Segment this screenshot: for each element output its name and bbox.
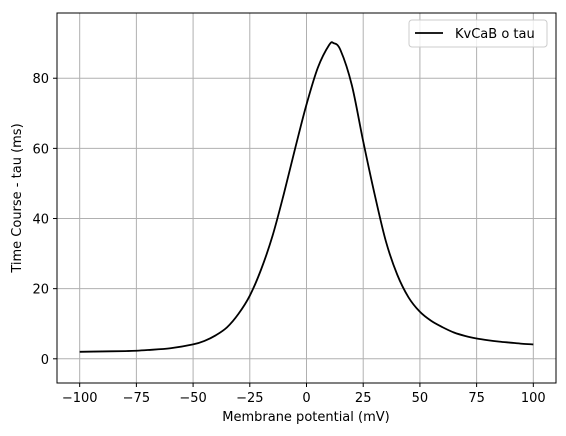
x-tick-label: −50: [179, 391, 206, 406]
legend-entry-label: KvCaB o tau: [455, 27, 535, 42]
x-tick-label: 100: [521, 391, 546, 406]
y-tick-label: 40: [32, 213, 49, 228]
grid: [57, 13, 556, 383]
y-tick-label: 0: [41, 353, 49, 368]
x-tick-label: 75: [468, 391, 485, 406]
plot-lines: [79, 41, 534, 353]
y-tick-label: 60: [32, 142, 49, 157]
x-tick-label: −25: [236, 391, 263, 406]
x-tick-label: −75: [123, 391, 150, 406]
y-tick-label: 20: [32, 283, 49, 298]
x-tick-label: 0: [302, 391, 310, 406]
x-tick-label: 25: [355, 391, 372, 406]
y-axis-label: Time Course - tau (ms): [10, 123, 25, 273]
x-tick-label: 50: [412, 391, 429, 406]
y-tick-label: 80: [32, 72, 49, 87]
x-axis-label: Membrane potential (mV): [222, 410, 389, 425]
legend: KvCaB o tau: [408, 19, 548, 48]
x-axis-ticks: −100 −75 −50 −25 0 25 50 75 100: [62, 383, 546, 406]
x-tick-label: −100: [62, 391, 98, 406]
legend-box: [408, 19, 548, 48]
series-line-kvcab-o-tau: [79, 41, 534, 353]
y-axis-ticks: 0 20 40 60 80: [32, 72, 57, 368]
